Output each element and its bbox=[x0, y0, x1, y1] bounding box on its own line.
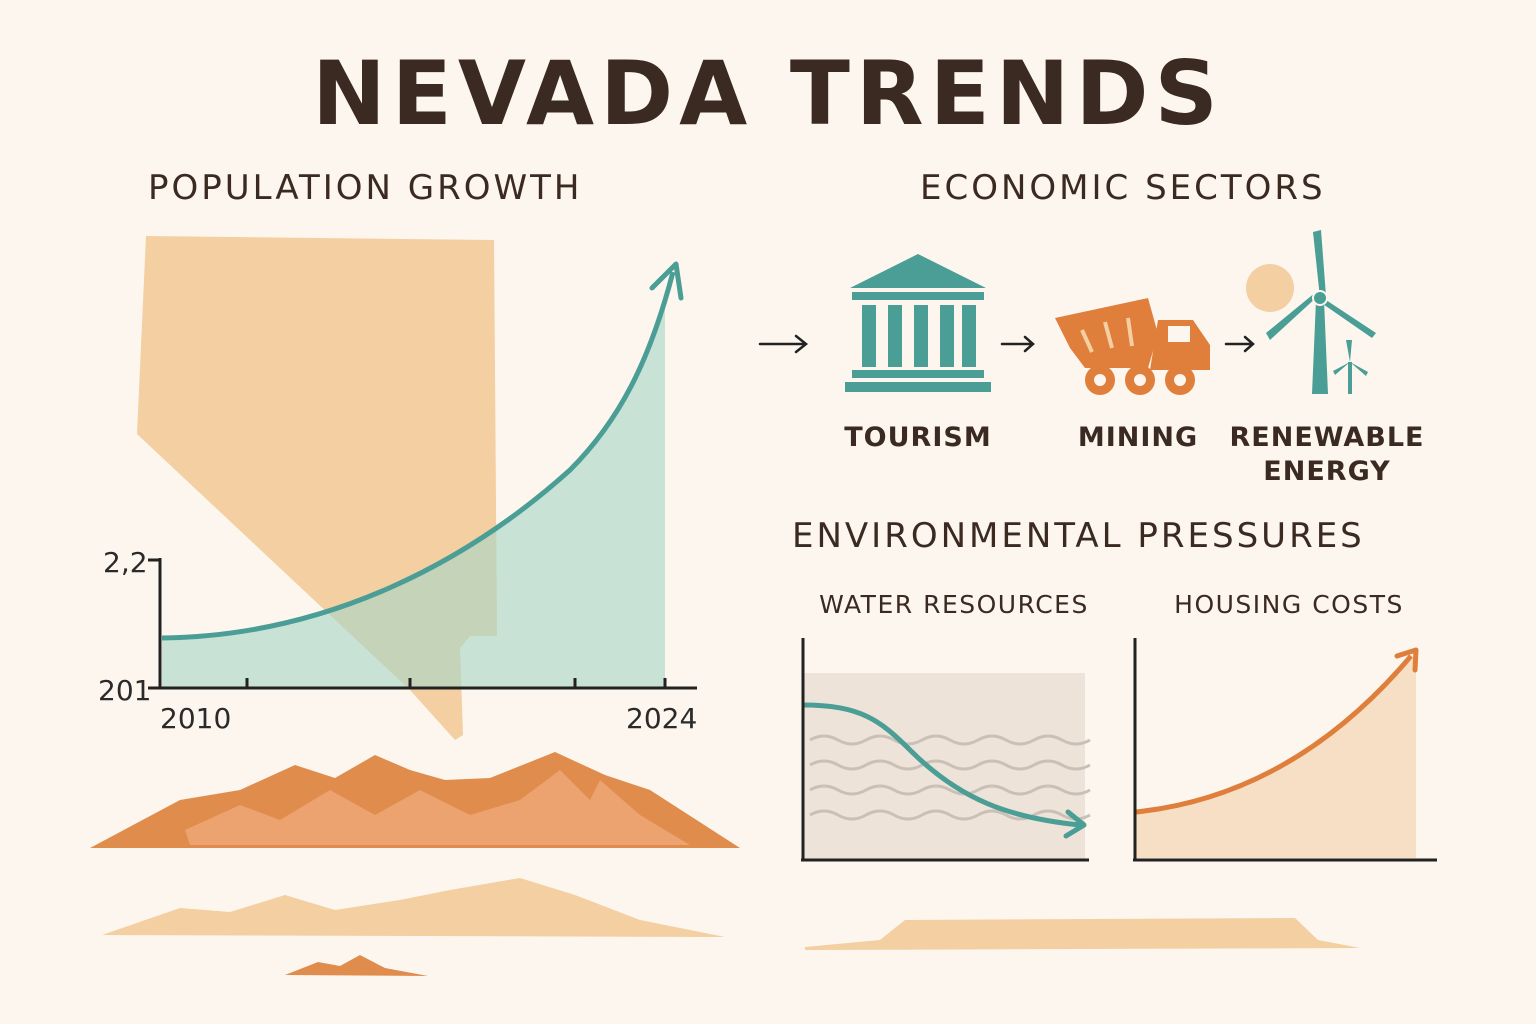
water-decline-curve bbox=[802, 702, 1081, 828]
mountain-range-highlights bbox=[185, 770, 690, 845]
wind-turbine-icon bbox=[1246, 230, 1376, 394]
economic-heading: ECONOMIC SECTORS bbox=[920, 168, 1326, 208]
sector-label-energy: ENERGY bbox=[1263, 456, 1391, 487]
housing-rise-curve bbox=[1135, 654, 1413, 815]
housing-costs-chart bbox=[1133, 638, 1437, 862]
environment-heading: ENVIRONMENTAL PRESSURES bbox=[792, 516, 1365, 556]
sand-dune-strip bbox=[805, 918, 1360, 950]
water-arrowhead bbox=[1063, 809, 1087, 839]
small-mountain bbox=[285, 955, 428, 976]
population-growth-area bbox=[162, 300, 665, 688]
housing-costs-label: HOUSING COSTS bbox=[1174, 590, 1404, 619]
mountain-range-sand bbox=[102, 878, 725, 937]
y-axis-top-label: 2,2 bbox=[103, 546, 148, 579]
population-heading: POPULATION GROWTH bbox=[148, 168, 583, 208]
x-axis-end-label: 2024 bbox=[626, 702, 698, 735]
x-axis-start-label: 2010 bbox=[160, 702, 232, 735]
page-title: NEVADA TRENDS bbox=[312, 42, 1224, 145]
sector-label-mining: MINING bbox=[1077, 422, 1199, 453]
population-axes bbox=[148, 558, 697, 690]
sector-label-renewable: RENEWABLE bbox=[1229, 422, 1425, 453]
population-growth-curve bbox=[161, 271, 676, 641]
growth-arrowhead bbox=[649, 261, 684, 301]
bank-building-icon bbox=[845, 254, 991, 392]
water-resources-label: WATER RESOURCES bbox=[819, 590, 1089, 619]
dump-truck-icon bbox=[1055, 298, 1210, 395]
water-resources-chart bbox=[801, 638, 1091, 862]
sector-label-tourism: TOURISM bbox=[844, 422, 992, 453]
housing-arrowhead bbox=[1394, 647, 1419, 673]
y-axis-bottom-label: 201 bbox=[98, 674, 152, 707]
sector-arrows bbox=[758, 334, 1255, 354]
